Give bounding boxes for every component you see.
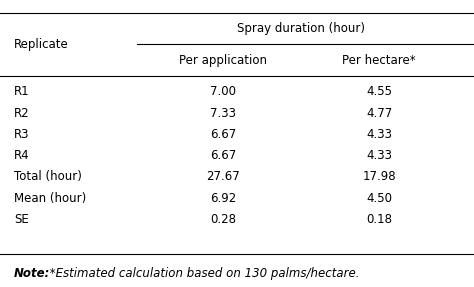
Text: Spray duration (hour): Spray duration (hour) — [237, 22, 365, 35]
Text: R3: R3 — [14, 128, 30, 141]
Text: Mean (hour): Mean (hour) — [14, 191, 86, 205]
Text: 4.55: 4.55 — [366, 85, 392, 98]
Text: 4.50: 4.50 — [366, 191, 392, 205]
Text: *Estimated calculation based on 130 palms/hectare.: *Estimated calculation based on 130 palm… — [46, 267, 360, 280]
Text: Total (hour): Total (hour) — [14, 170, 82, 183]
Text: Note:: Note: — [14, 267, 51, 280]
Text: R2: R2 — [14, 106, 30, 120]
Text: 27.67: 27.67 — [206, 170, 240, 183]
Text: Per hectare*: Per hectare* — [342, 54, 416, 67]
Text: 4.33: 4.33 — [366, 128, 392, 141]
Text: SE: SE — [14, 213, 29, 226]
Text: 17.98: 17.98 — [363, 170, 396, 183]
Text: 4.33: 4.33 — [366, 149, 392, 162]
Text: 6.92: 6.92 — [210, 191, 236, 205]
Text: 4.77: 4.77 — [366, 106, 392, 120]
Text: R1: R1 — [14, 85, 30, 98]
Text: 6.67: 6.67 — [210, 128, 236, 141]
Text: 0.18: 0.18 — [366, 213, 392, 226]
Text: 7.00: 7.00 — [210, 85, 236, 98]
Text: R4: R4 — [14, 149, 30, 162]
Text: Per application: Per application — [179, 54, 267, 67]
Text: 6.67: 6.67 — [210, 149, 236, 162]
Text: 0.28: 0.28 — [210, 213, 236, 226]
Text: Replicate: Replicate — [14, 38, 69, 51]
Text: 7.33: 7.33 — [210, 106, 236, 120]
